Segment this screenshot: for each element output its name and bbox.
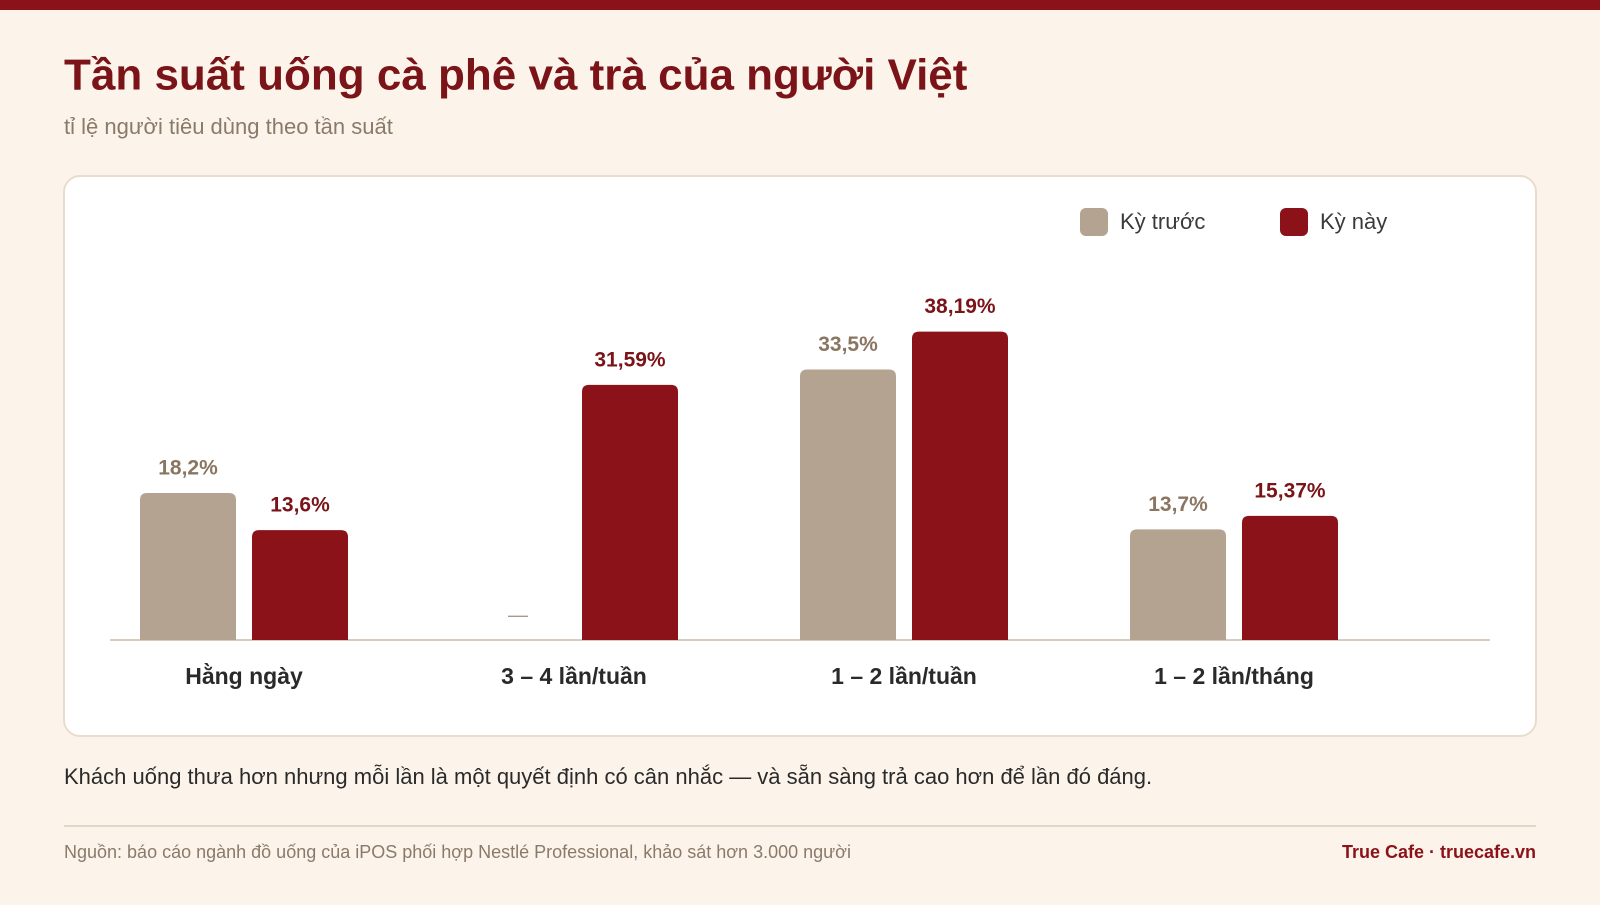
bar	[140, 493, 236, 640]
legend-swatch	[1280, 208, 1308, 236]
value-label: 13,6%	[270, 494, 330, 517]
chart-title: Tần suất uống cà phê và trà của người Vi…	[64, 51, 968, 100]
bar	[800, 369, 896, 640]
caption: Khách uống thưa hơn nhưng mỗi lần là một…	[64, 764, 1152, 789]
bar	[912, 331, 1008, 640]
source: Nguồn: báo cáo ngành đồ uống của iPOS ph…	[64, 842, 851, 862]
legend-swatch	[1080, 208, 1108, 236]
value-label: 33,5%	[818, 333, 878, 356]
value-label: 18,2%	[158, 457, 218, 480]
bar	[1242, 515, 1338, 640]
chart-subtitle: tỉ lệ người tiêu dùng theo tần suất	[64, 114, 393, 139]
bar	[1130, 529, 1226, 640]
x-tick-label: 1 – 2 lần/tháng	[1154, 663, 1314, 689]
brand: True Cafe · truecafe.vn	[1342, 842, 1536, 862]
x-tick-label: 1 – 2 lần/tuần	[831, 663, 977, 689]
bar	[252, 530, 348, 640]
value-label: 15,37%	[1254, 479, 1326, 502]
top-stripe	[0, 0, 1600, 10]
legend-label: Kỳ này	[1320, 209, 1387, 234]
x-tick-label: 3 – 4 lần/tuần	[501, 663, 647, 689]
value-label: —	[508, 604, 528, 626]
x-tick-label: Hằng ngày	[185, 662, 303, 689]
value-label: 38,19%	[924, 295, 996, 318]
bar	[582, 384, 678, 640]
value-label: 31,59%	[594, 348, 666, 371]
legend-label: Kỳ trước	[1120, 209, 1205, 234]
value-label: 13,7%	[1148, 493, 1208, 516]
